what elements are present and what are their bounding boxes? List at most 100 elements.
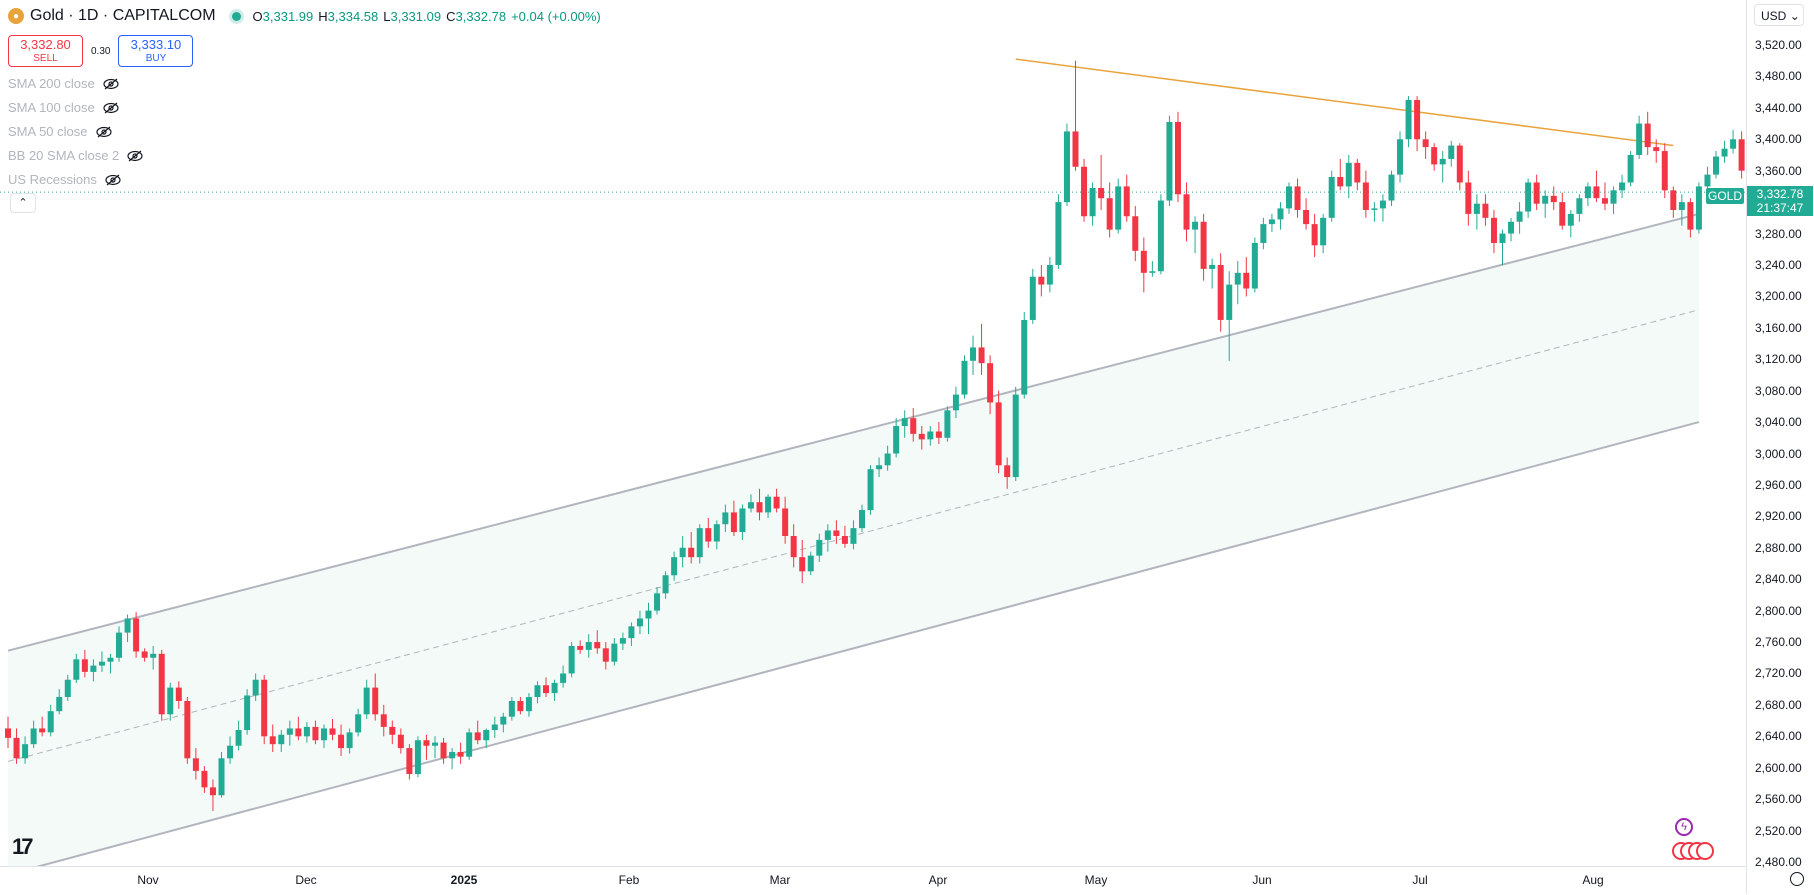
- candle-body: [1166, 121, 1173, 201]
- time-axis[interactable]: Nov Dec 2025 Feb Mar Apr May Jun Jul Aug: [0, 866, 1746, 895]
- time-tick-label: 2025: [450, 873, 478, 887]
- currency-selector[interactable]: USD ⌄: [1754, 4, 1804, 26]
- candle-body: [833, 530, 840, 536]
- candle-body: [611, 643, 618, 662]
- candle-body: [1567, 213, 1574, 226]
- candle-body: [1234, 272, 1241, 285]
- indicator-sma-50[interactable]: SMA 50 close: [8, 120, 601, 144]
- candle-body: [483, 730, 490, 741]
- low-label: L: [383, 8, 391, 24]
- hidden-eye-icon[interactable]: [103, 78, 119, 90]
- symbol-title[interactable]: Gold · 1D · CAPITALCOM: [30, 7, 216, 24]
- candle-body: [841, 535, 848, 544]
- candle-body: [1653, 147, 1660, 152]
- candle-body: [543, 685, 550, 694]
- channel-lower-line: [36, 421, 1700, 866]
- candle-body: [107, 657, 114, 662]
- price-chart[interactable]: [0, 0, 1746, 866]
- candle-body: [1055, 202, 1062, 265]
- candle-body: [47, 711, 54, 733]
- candle-body: [312, 726, 319, 741]
- last-price-label: 3,332.78 21:37:47: [1747, 186, 1813, 216]
- candle-body: [1576, 198, 1583, 214]
- candle-body: [893, 426, 900, 454]
- candle-body: [1251, 242, 1258, 289]
- candle-body: [1713, 156, 1719, 175]
- price-tick-label: 2,960.00: [1755, 477, 1802, 492]
- price-axis[interactable]: 3,520.00 3,480.00 3,440.00 3,400.00 3,360.00…: [1746, 0, 1814, 894]
- candle-body: [1004, 465, 1011, 478]
- high-value: 3,334.58: [327, 8, 379, 24]
- tradingview-logo-icon[interactable]: 17: [12, 834, 34, 859]
- candle-body: [209, 787, 216, 796]
- candle-body: [201, 770, 208, 788]
- candle-body: [303, 726, 310, 737]
- candle-body: [1294, 186, 1301, 210]
- indicator-sma-100[interactable]: SMA 100 close: [8, 96, 601, 120]
- candle-body: [1226, 284, 1233, 320]
- candle-body: [636, 618, 643, 627]
- candle-body: [1140, 250, 1147, 273]
- candle-body: [192, 758, 199, 771]
- candle-body: [884, 453, 891, 466]
- time-tick-label: Mar: [769, 873, 791, 887]
- candle-body: [987, 363, 994, 403]
- time-tick-label: Aug: [1582, 873, 1604, 887]
- buy-button[interactable]: 3,333.10 BUY: [118, 35, 194, 67]
- economic-events-icons[interactable]: [1672, 842, 1720, 862]
- candle-body: [1533, 182, 1540, 204]
- candle-body: [466, 732, 473, 757]
- candle-body: [594, 642, 601, 649]
- candle-body: [1439, 158, 1446, 165]
- price-tick-label: 3,440.00: [1755, 100, 1802, 115]
- settings-icon[interactable]: [1790, 872, 1804, 886]
- price-tick-label: 2,680.00: [1755, 697, 1802, 712]
- candle-body: [816, 539, 823, 556]
- candle-body: [1012, 394, 1019, 478]
- candle-body: [500, 716, 507, 725]
- indicator-us-recessions[interactable]: US Recessions: [8, 168, 601, 192]
- candle-body: [13, 737, 20, 759]
- candle-body: [64, 679, 71, 698]
- indicator-bb-20[interactable]: BB 20 SMA close 2: [8, 144, 601, 168]
- price-tick-label: 3,000.00: [1755, 446, 1802, 461]
- price-tick-label: 2,760.00: [1755, 635, 1802, 650]
- candle-body: [1499, 233, 1506, 243]
- candle-body: [423, 740, 430, 746]
- candle-body: [90, 665, 97, 672]
- hidden-eye-icon[interactable]: [127, 150, 143, 162]
- price-tick-label: 2,920.00: [1755, 509, 1802, 524]
- candle-body: [184, 700, 191, 759]
- candle-body: [645, 610, 652, 619]
- flash-icon[interactable]: ϟ: [1675, 818, 1693, 836]
- sell-button[interactable]: 3,332.80 SELL: [8, 35, 83, 67]
- candle-body: [1388, 174, 1395, 201]
- candle-body: [1619, 182, 1626, 191]
- indicator-label: BB 20 SMA close 2: [8, 148, 120, 163]
- candle-body: [150, 653, 157, 658]
- candle-body: [1405, 99, 1412, 140]
- bar-countdown: 21:37:47: [1756, 201, 1804, 215]
- candle-body: [1098, 187, 1105, 199]
- price-tick-label: 3,480.00: [1755, 69, 1802, 84]
- indicator-sma-200[interactable]: SMA 200 close: [8, 72, 601, 96]
- hidden-eye-icon[interactable]: [103, 102, 119, 114]
- candle-body: [1029, 276, 1036, 320]
- candle-body: [295, 728, 302, 737]
- time-tick-label: Apr: [928, 873, 948, 887]
- indicator-label: SMA 100 close: [8, 100, 95, 115]
- candle-body: [876, 465, 883, 470]
- candle-body: [739, 508, 746, 533]
- collapse-legend-button[interactable]: ⌃: [10, 193, 36, 213]
- candle-body: [850, 528, 857, 544]
- sell-price: 3,332.80: [20, 37, 71, 52]
- hidden-eye-icon[interactable]: [95, 126, 112, 138]
- us-flag-icon[interactable]: [1696, 842, 1714, 860]
- price-tick-label: 2,840.00: [1755, 572, 1802, 587]
- candle-body: [1695, 186, 1702, 230]
- time-tick-label: Feb: [618, 873, 640, 887]
- candle-body: [1320, 217, 1327, 246]
- candle-body: [1584, 186, 1591, 199]
- hidden-eye-icon[interactable]: [105, 174, 121, 186]
